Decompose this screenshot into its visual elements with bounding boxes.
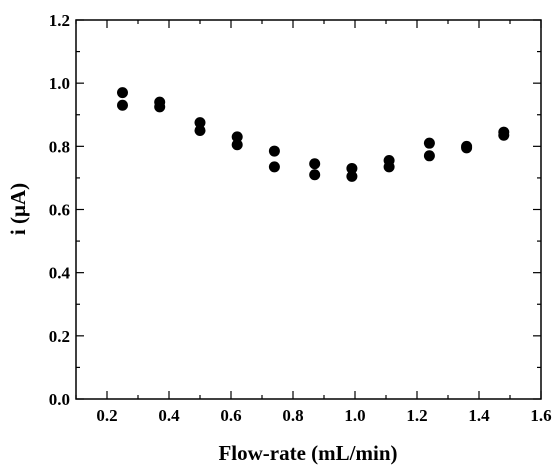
x-tick-label: 0.8 (282, 406, 303, 425)
data-point (309, 169, 321, 181)
data-point (154, 101, 166, 113)
y-tick-label: 1.0 (49, 74, 70, 93)
x-tick-label: 1.6 (530, 406, 551, 425)
axis-ticks (75, 19, 542, 400)
data-point (309, 158, 321, 170)
data-point (461, 142, 473, 154)
tick-labels: 0.2 0.4 0.6 0.8 1.0 1.2 1.4 1.6 0.0 0.2 0.4 0.6 0.8 1… (49, 11, 552, 425)
data-point (231, 139, 243, 151)
x-tick-label: 1.0 (344, 406, 365, 425)
data-points (117, 87, 510, 182)
y-tick-label: 0.2 (49, 327, 70, 346)
data-point (268, 161, 280, 173)
x-tick-label: 1.2 (406, 406, 427, 425)
data-point (498, 129, 510, 141)
plot-frame (75, 19, 542, 400)
data-point (346, 170, 358, 182)
y-tick-label: 1.2 (49, 11, 70, 30)
data-point (194, 125, 206, 137)
x-tick-label: 1.4 (468, 406, 490, 425)
data-point (383, 161, 395, 173)
data-point (346, 162, 358, 174)
x-tick-label: 0.6 (220, 406, 241, 425)
data-point (231, 131, 243, 143)
data-point (423, 150, 435, 162)
y-tick-label: 0.4 (49, 264, 71, 283)
data-point (117, 87, 128, 99)
y-tick-label: 0.6 (49, 201, 70, 220)
data-point (423, 137, 435, 149)
y-tick-label: 0.8 (49, 137, 70, 156)
x-axis-title: Flow-rate (mL/min) (218, 441, 397, 465)
y-tick-label: 0.0 (49, 390, 70, 409)
x-tick-label: 0.2 (96, 406, 117, 425)
x-tick-label: 0.4 (158, 406, 180, 425)
data-point (194, 117, 206, 129)
y-axis-title: i (μA) (6, 183, 30, 235)
data-point (117, 99, 128, 111)
data-point (268, 145, 280, 157)
